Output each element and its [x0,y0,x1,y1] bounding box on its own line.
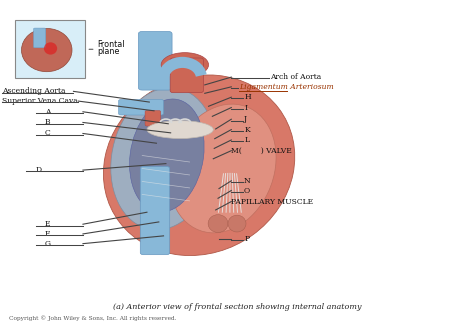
Ellipse shape [129,99,204,212]
Ellipse shape [161,53,209,77]
Text: Ligamentum Arteriosum: Ligamentum Arteriosum [239,83,334,91]
Text: Superior Vena Cava: Superior Vena Cava [2,97,78,105]
Ellipse shape [21,29,72,72]
Text: F: F [45,230,50,238]
Text: K: K [244,126,250,133]
Text: (a) Anterior view of frontal section showing internal anatomy: (a) Anterior view of frontal section sho… [113,303,361,311]
Text: M(        ) VALVE: M( ) VALVE [231,147,292,155]
FancyBboxPatch shape [138,31,172,90]
Ellipse shape [170,104,276,233]
Text: B: B [45,119,51,126]
Text: H: H [244,93,251,101]
Text: J: J [244,115,247,123]
Text: P: P [244,235,249,243]
Text: Arch of Aorta: Arch of Aorta [270,73,321,81]
FancyBboxPatch shape [140,167,170,255]
FancyBboxPatch shape [145,110,161,126]
Text: Ascending Aorta: Ascending Aorta [2,87,66,95]
Text: A: A [45,108,51,116]
Text: Frontal: Frontal [97,40,125,49]
Text: G: G [45,240,51,248]
Ellipse shape [228,215,246,232]
Text: plane: plane [97,47,119,56]
Bar [15,20,85,78]
Text: N: N [244,177,251,185]
Ellipse shape [111,88,216,230]
Text: E: E [45,220,51,228]
FancyBboxPatch shape [170,58,203,93]
Ellipse shape [44,42,57,55]
FancyBboxPatch shape [118,99,164,115]
Ellipse shape [103,75,295,256]
FancyBboxPatch shape [34,28,46,48]
Ellipse shape [208,214,228,233]
Ellipse shape [147,121,213,139]
Text: D: D [36,166,42,174]
Text: C: C [45,130,51,137]
Text: Copyright © John Wiley & Sons, Inc. All rights reserved.: Copyright © John Wiley & Sons, Inc. All … [9,315,177,321]
Text: L: L [244,136,249,144]
Text: O: O [244,187,250,194]
Text: PAPILLARY MUSCLE: PAPILLARY MUSCLE [231,198,313,205]
Text: I: I [244,104,247,111]
